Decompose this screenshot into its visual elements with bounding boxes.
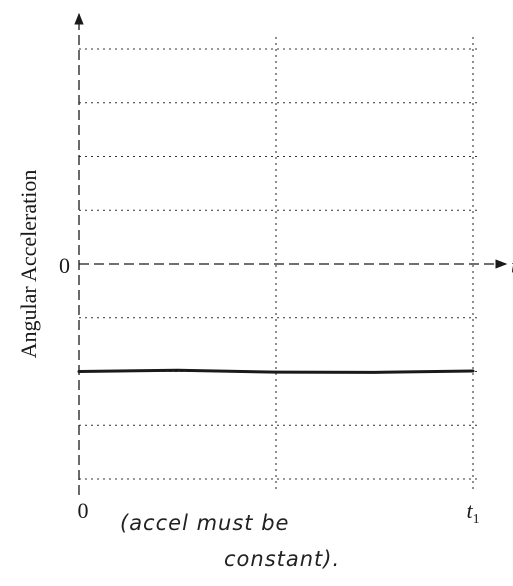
x-tick-label-t1: t1 bbox=[466, 498, 479, 527]
handwritten-annotation: (accel must be constant). bbox=[120, 505, 460, 581]
series-line bbox=[77, 368, 475, 374]
x-axis-end-label: t bbox=[511, 253, 513, 278]
y-tick-label-0: 0 bbox=[59, 253, 70, 278]
annotation-line-2: constant). bbox=[224, 547, 341, 571]
series-layer bbox=[77, 368, 475, 374]
annotation-line-1: (accel must be bbox=[120, 511, 290, 535]
grid-layer bbox=[79, 37, 481, 493]
x-tick-label-0: 0 bbox=[78, 498, 89, 523]
y-axis-label: Angular Acceleration bbox=[16, 170, 41, 359]
